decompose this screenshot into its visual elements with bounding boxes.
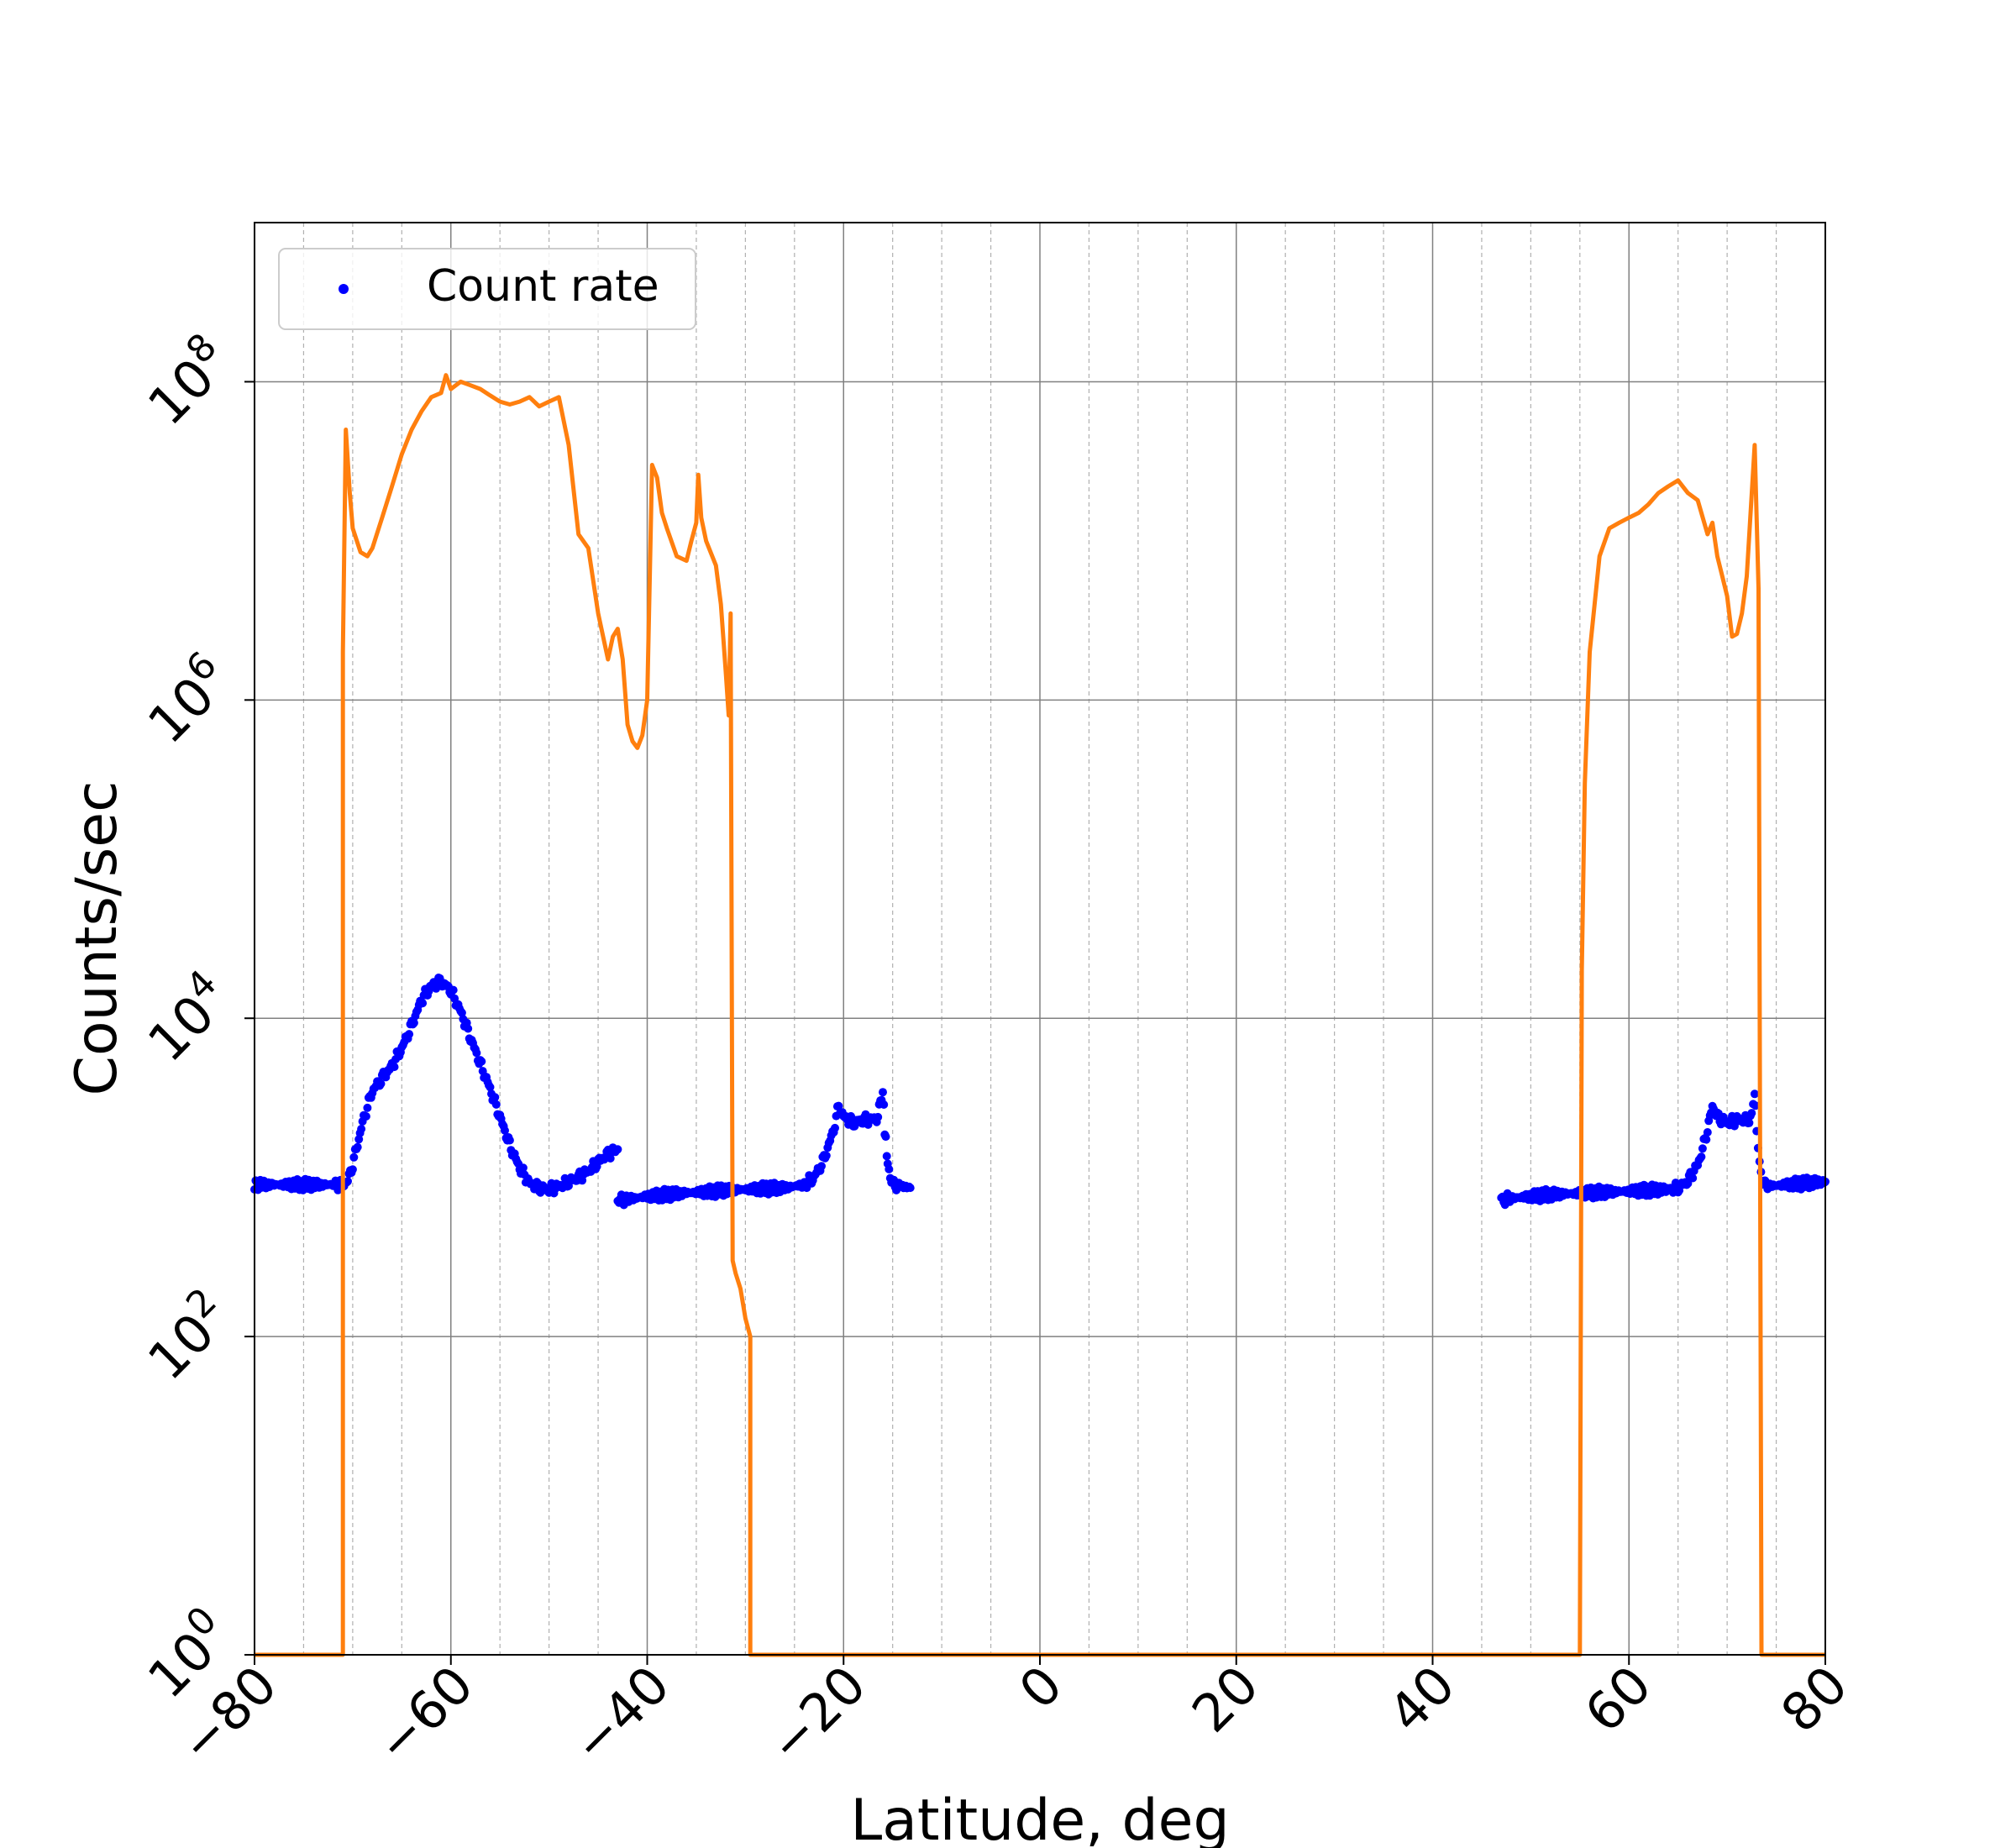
count-rate-point <box>879 1088 887 1097</box>
count-rate-point <box>879 1100 889 1109</box>
count-rate-point <box>361 1112 370 1121</box>
count-rate-point <box>1683 1179 1693 1188</box>
count-rate-point <box>418 999 428 1008</box>
count-rate-point <box>1703 1128 1712 1137</box>
series-line-path <box>255 373 1825 1657</box>
legend-box <box>278 248 696 330</box>
series-layer <box>250 373 1830 1657</box>
x-axis-label: Latitude, deg <box>850 1788 1229 1848</box>
legend-label-count-rate: Count rate <box>427 261 659 312</box>
count-rate-point <box>1750 1089 1759 1099</box>
count-rate-point <box>1688 1173 1698 1183</box>
series-line <box>255 373 1825 1657</box>
count-rate-point <box>1747 1109 1756 1118</box>
count-rate-point <box>501 1126 509 1135</box>
legend-marker-count-rate <box>339 284 349 294</box>
count-rate-point <box>344 1177 352 1186</box>
count-rate-point <box>491 1093 500 1102</box>
count-rate-point <box>491 1100 501 1109</box>
count-rate-point <box>817 1162 826 1171</box>
count-rate-point <box>1697 1152 1706 1162</box>
y-axis-label: Counts/sec <box>64 781 130 1096</box>
count-rate-point <box>464 1024 473 1033</box>
count-rate-point <box>831 1123 839 1132</box>
count-rate-point <box>486 1083 495 1092</box>
count-rate-point <box>822 1151 831 1160</box>
series-count-rate <box>250 974 1830 1210</box>
count-rate-point <box>353 1142 362 1152</box>
count-rate-point <box>885 1164 894 1173</box>
count-rate-point <box>505 1136 514 1145</box>
count-rate-point <box>1751 1101 1760 1110</box>
count-rate-point <box>390 1063 399 1072</box>
count-rate-point <box>457 1008 466 1017</box>
count-rate-point <box>349 1152 359 1162</box>
count-rate-point <box>881 1132 890 1142</box>
count-rate-point <box>606 1154 615 1163</box>
count-rate-point <box>874 1112 883 1121</box>
count-rate-point <box>354 1135 364 1144</box>
count-rate-point <box>1702 1135 1711 1144</box>
count-rate-point <box>472 1048 481 1058</box>
count-rate-point <box>363 1103 372 1112</box>
legend: Count rate <box>278 248 696 330</box>
count-rate-point <box>613 1145 622 1154</box>
count-rate-point <box>1745 1118 1754 1127</box>
count-rate-point <box>376 1079 386 1089</box>
count-rate-point <box>449 985 458 995</box>
count-rate-point <box>518 1163 528 1173</box>
count-rate-point <box>357 1125 366 1133</box>
count-rate-point <box>834 1101 843 1110</box>
count-rate-point <box>409 1018 418 1027</box>
count-rate-point <box>906 1184 915 1193</box>
count-rate-point <box>1698 1144 1707 1153</box>
count-rate-point <box>405 1030 414 1039</box>
count-rate-point <box>477 1057 486 1066</box>
count-rate-point <box>882 1152 891 1161</box>
count-rate-point <box>348 1165 357 1174</box>
